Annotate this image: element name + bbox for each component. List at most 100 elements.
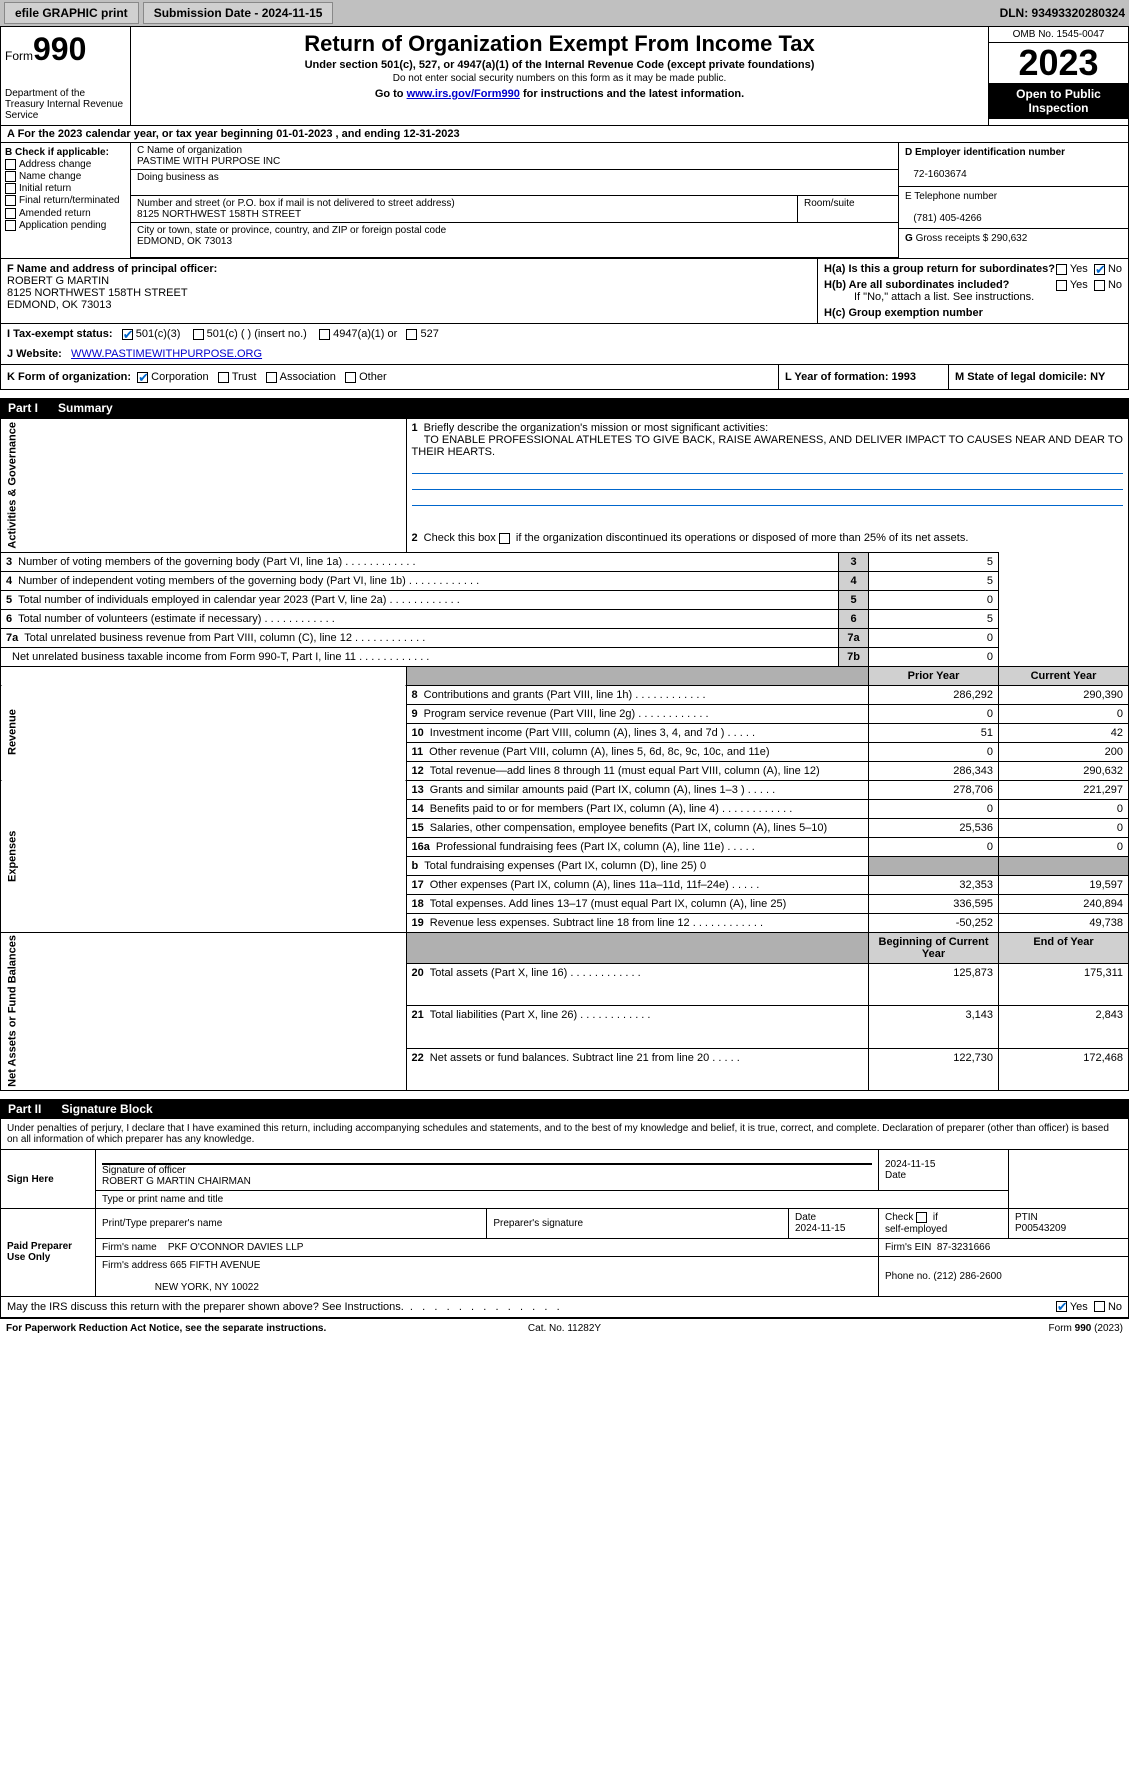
ha-yes-checkbox[interactable] [1056, 264, 1067, 275]
phone-lbl: Phone no. [885, 1271, 931, 1282]
summary-row: Net unrelated business taxable income fr… [1, 647, 1129, 666]
part-i-num: Part I [8, 401, 38, 415]
firm-name-lbl: Firm's name [102, 1242, 157, 1253]
hb-note: If "No," attach a list. See instructions… [854, 291, 1122, 303]
cn-checkbox[interactable] [193, 329, 204, 340]
sig-officer-label: Signature of officer [102, 1165, 186, 1176]
firm-phone-cell: Phone no. (212) 286-2600 [879, 1256, 1129, 1296]
ein-cell: D Employer identification number 72-1603… [899, 143, 1128, 187]
l-label: L Year of formation: 1993 [785, 371, 916, 383]
section-j-row: J Website: WWW.PASTIMEWITHPURPOSE.ORG [0, 344, 1129, 364]
website-link[interactable]: WWW.PASTIMEWITHPURPOSE.ORG [71, 348, 262, 360]
b-option: Address change [5, 159, 126, 170]
gross-g: G [905, 233, 913, 244]
form-number-box: Form990 Department of the Treasury Inter… [1, 27, 131, 125]
ptin-label: PTIN [1015, 1212, 1038, 1223]
a1-checkbox[interactable] [319, 329, 330, 340]
officer-city: EDMOND, OK 73013 [7, 299, 112, 311]
submission-date-button[interactable]: Submission Date - 2024-11-15 [143, 2, 334, 24]
efile-print-button[interactable]: efile GRAPHIC print [4, 2, 139, 24]
sign-here-label: Sign Here [1, 1150, 96, 1209]
date-label: Date [885, 1170, 906, 1181]
section-f-col: F Name and address of principal officer:… [1, 259, 818, 323]
address: 8125 NORTHWEST 158TH STREET [137, 209, 301, 220]
s527-checkbox[interactable] [406, 329, 417, 340]
firm-ein-lbl: Firm's EIN [885, 1242, 931, 1253]
topbar: efile GRAPHIC print Submission Date - 20… [0, 0, 1129, 27]
year-box: OMB No. 1545-0047 2023 Open to Public In… [988, 27, 1128, 125]
current-year-hdr: Current Year [999, 666, 1129, 685]
sig-date: 2024-11-15 [885, 1159, 935, 1170]
hb-yes-checkbox[interactable] [1056, 280, 1067, 291]
summary-row: 5Total number of individuals employed in… [1, 590, 1129, 609]
city-cell: City or town, state or province, country… [131, 223, 898, 258]
firm-ein-cell: Firm's EIN 87-3231666 [879, 1238, 1129, 1256]
corp-checkbox[interactable] [137, 372, 148, 383]
prep-name-label: Print/Type preparer's name [96, 1209, 487, 1238]
s527-label: 527 [420, 328, 438, 340]
section-b-col: B Check if applicable: Address changeNam… [1, 143, 131, 258]
vlabel-revenue: Revenue [1, 685, 407, 780]
city: EDMOND, OK 73013 [137, 236, 232, 247]
phone-cell: E Telephone number (781) 405-4266 [899, 187, 1128, 229]
q1-cell: 1Briefly describe the organization's mis… [406, 419, 1128, 530]
other-checkbox[interactable] [345, 372, 356, 383]
part-ii-num: Part II [8, 1102, 41, 1116]
summary-row: 4Number of independent voting members of… [1, 571, 1129, 590]
vlabel-activities: Activities & Governance [1, 419, 407, 553]
section-a: A For the 2023 calendar year, or tax yea… [0, 126, 1129, 143]
assoc-checkbox[interactable] [266, 372, 277, 383]
b-checkbox[interactable] [5, 220, 16, 231]
prep-date-lbl: Date [795, 1212, 816, 1223]
section-b-label: B Check if applicable: [5, 147, 126, 158]
m-label: M State of legal domicile: NY [955, 371, 1105, 383]
gross-value: 290,632 [991, 233, 1027, 244]
discuss-row: May the IRS discuss this return with the… [0, 1297, 1129, 1318]
c3-checkbox[interactable] [122, 329, 133, 340]
section-i-row: I Tax-exempt status: 501(c)(3) 501(c) ( … [0, 323, 1129, 344]
firm-name-cell: Firm's name PKF O'CONNOR DAVIES LLP [96, 1238, 879, 1256]
section-klm-row: K Form of organization: Corporation Trus… [0, 364, 1129, 390]
b-checkbox[interactable] [5, 195, 16, 206]
discuss-text: May the IRS discuss this return with the… [7, 1301, 404, 1313]
trust-checkbox[interactable] [218, 372, 229, 383]
discuss-no-checkbox[interactable] [1094, 1301, 1105, 1312]
part-ii-title: Signature Block [61, 1102, 152, 1116]
org-name: PASTIME WITH PURPOSE INC [137, 156, 280, 167]
part-ii-header: Part II Signature Block [0, 1099, 1129, 1119]
b-checkbox[interactable] [5, 171, 16, 182]
a1-label: 4947(a)(1) or [333, 328, 397, 340]
b-option: Initial return [5, 183, 126, 194]
phone-label: E Telephone number [905, 191, 997, 202]
b-checkbox[interactable] [5, 159, 16, 170]
ptin: P00543209 [1015, 1223, 1066, 1234]
goto-link[interactable]: www.irs.gov/Form990 [407, 88, 520, 100]
ha-no-checkbox[interactable] [1094, 264, 1105, 275]
b-checkbox[interactable] [5, 183, 16, 194]
part-i-title: Summary [58, 401, 113, 415]
org-name-label: C Name of organization [137, 145, 242, 156]
discuss-yes-checkbox[interactable] [1056, 1301, 1067, 1312]
officer-name: ROBERT G MARTIN [7, 275, 109, 287]
section-deg-col: D Employer identification number 72-1603… [898, 143, 1128, 258]
b-checkbox[interactable] [5, 208, 16, 219]
self-emp-checkbox[interactable] [916, 1212, 927, 1223]
address-cell: Number and street (or P.O. box if mail i… [131, 196, 798, 222]
other-label: Other [359, 371, 387, 383]
paid-prep-label: Paid Preparer Use Only [1, 1209, 96, 1296]
officer-signed-name: ROBERT G MARTIN CHAIRMAN [102, 1176, 251, 1187]
no-label: No [1108, 263, 1122, 275]
firm-phone: (212) 286-2600 [933, 1271, 1001, 1282]
goto-post: for instructions and the latest informat… [520, 88, 744, 100]
footer: For Paperwork Reduction Act Notice, see … [0, 1318, 1129, 1338]
hb-no-checkbox[interactable] [1094, 280, 1105, 291]
c3-label: 501(c)(3) [136, 328, 181, 340]
vlabel-netassets: Net Assets or Fund Balances [1, 932, 407, 1091]
assoc-label: Association [280, 371, 336, 383]
summary-row: 6Total number of volunteers (estimate if… [1, 609, 1129, 628]
tax-year: 2023 [989, 43, 1128, 83]
b-option: Name change [5, 171, 126, 182]
cn-label: 501(c) ( ) (insert no.) [207, 328, 307, 340]
q2-checkbox[interactable] [499, 533, 510, 544]
form-title: Return of Organization Exempt From Incom… [139, 31, 980, 57]
